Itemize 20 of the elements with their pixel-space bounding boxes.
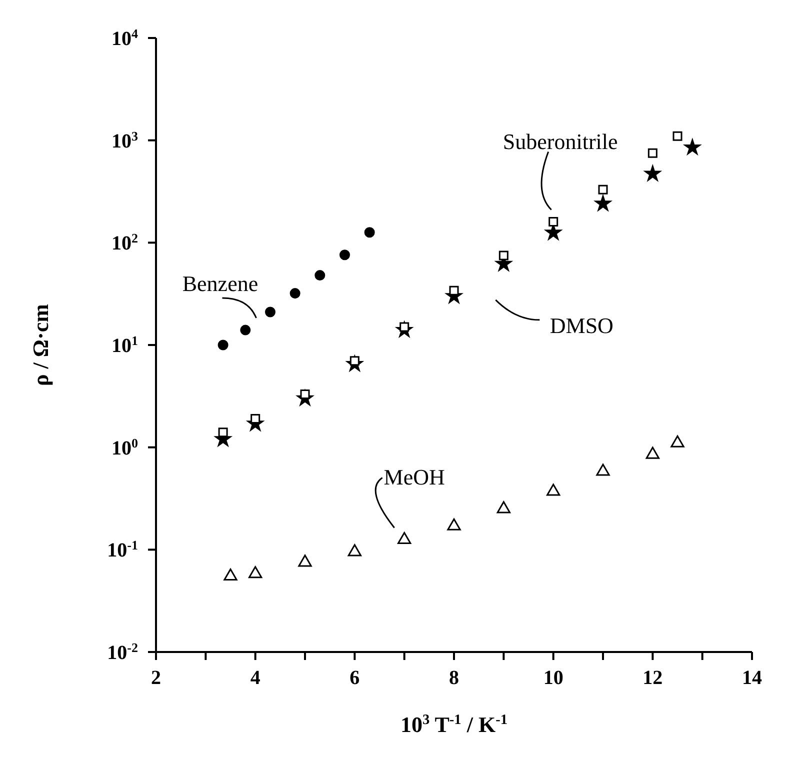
x-tick-label: 8 xyxy=(449,667,459,689)
series-label: MeOH xyxy=(384,464,445,490)
x-tick-label: 6 xyxy=(350,667,360,689)
y-tick-label: 10$^{3}$ xyxy=(112,128,138,152)
x-axis-title: 10$^{3}$ T$^{-1}$ / K$^{-1}$ xyxy=(400,712,508,737)
x-tick-label: 12 xyxy=(642,667,663,689)
text: DMSO xyxy=(550,312,614,338)
x-tick-label: 10 xyxy=(543,667,564,689)
y-tick-label: 10$^{2}$ xyxy=(112,230,138,255)
x-tick-label: 2 xyxy=(151,667,161,689)
series-label: Benzene xyxy=(182,271,258,296)
x-tick-label: 4 xyxy=(250,667,260,689)
y-axis-title: ρ / Ω·cm xyxy=(28,304,53,386)
y-tick-label: 10$^{4}$ xyxy=(112,26,138,50)
y-tick-label: 10$^{-2}$ xyxy=(107,640,138,664)
y-tick-label: 10$^{1}$ xyxy=(112,332,138,357)
y-tick-label: 10$^{-1}$ xyxy=(107,537,138,562)
series-label: Suberonitrile xyxy=(502,128,618,154)
y-tick-label: 10$^{0}$ xyxy=(112,434,138,460)
x-tick-label: 14 xyxy=(742,667,762,689)
